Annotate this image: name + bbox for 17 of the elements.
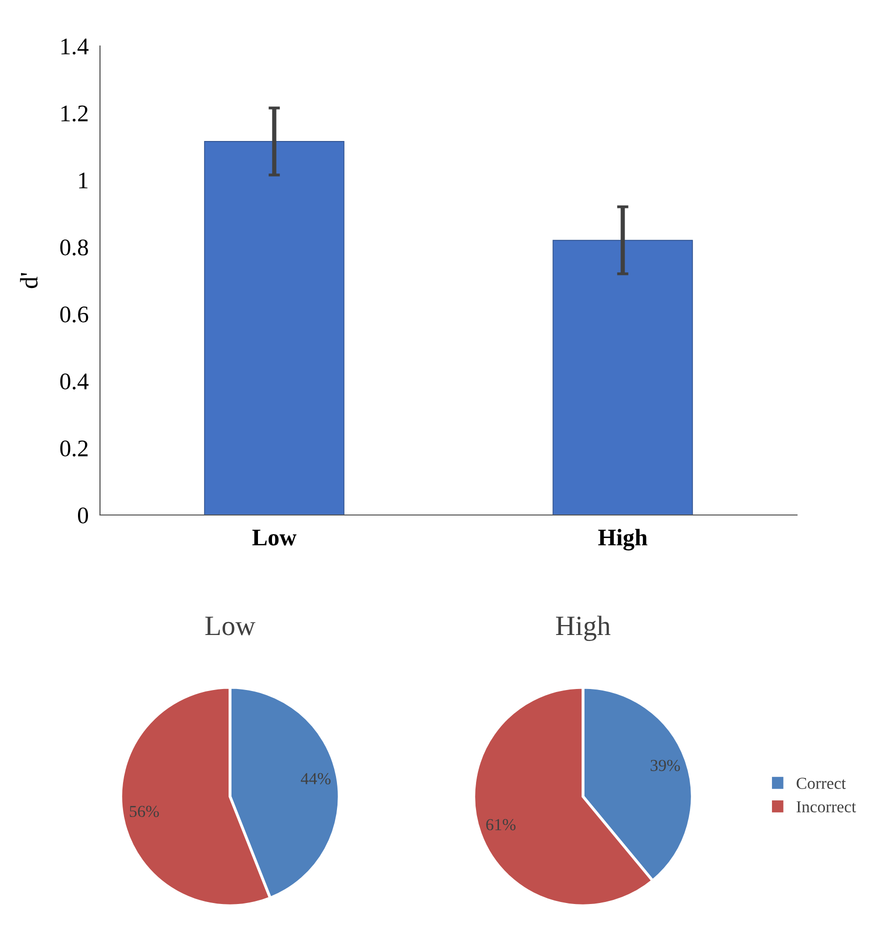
y-tick-label: 1.2 xyxy=(61,106,88,122)
chart-title: High xyxy=(556,616,610,641)
data-label: 44% xyxy=(300,773,331,784)
chart-title: Low xyxy=(205,616,256,636)
data-label: 61% xyxy=(486,819,516,830)
y-tick-label: 1.4 xyxy=(61,38,89,55)
y-tick-label: 0.4 xyxy=(60,373,89,390)
data-label: 39% xyxy=(650,760,680,772)
y-tick-label: 0.2 xyxy=(60,440,88,457)
y-axis-title: d' xyxy=(20,273,38,288)
y-tick-label: 1 xyxy=(79,172,88,188)
y-tick-label: 0.8 xyxy=(60,239,88,256)
legend-label: Correct xyxy=(796,778,846,789)
y-tick-label: 0 xyxy=(78,507,88,524)
data-label: 56% xyxy=(130,806,159,818)
y-tick-label: 0.6 xyxy=(60,306,88,323)
legend-label: Incorrect xyxy=(796,801,856,812)
